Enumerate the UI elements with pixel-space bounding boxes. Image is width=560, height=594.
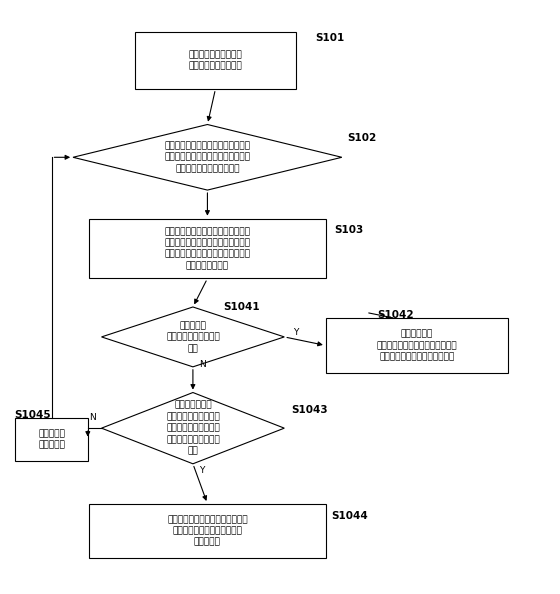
Text: 将所述噪声数据反相处理得到一个反
相噪声信号，再控制该反相噪声信号
与目标语音信号混合叠加，以得到一
个预去噪处理结果: 将所述噪声数据反相处理得到一个反 相噪声信号，再控制该反相噪声信号 与目标语音信… — [165, 227, 250, 270]
Text: S101: S101 — [315, 33, 344, 43]
Text: 判断预去噪
处理结果是否大于预定
阈值: 判断预去噪 处理结果是否大于预定 阈值 — [166, 321, 220, 353]
Text: S1045: S1045 — [14, 410, 50, 420]
Text: 调整所述目
标置信度值: 调整所述目 标置信度值 — [38, 429, 65, 450]
Text: S1041: S1041 — [223, 302, 260, 312]
Text: S102: S102 — [347, 134, 376, 144]
FancyBboxPatch shape — [89, 219, 326, 279]
Text: S1042: S1042 — [377, 310, 413, 320]
Text: 判断所述预去噪
处理结果的置信度值与
所述目标置信度值的差
值是否小于一个置信度
阈值: 判断所述预去噪 处理结果的置信度值与 所述目标置信度值的差 值是否小于一个置信度… — [166, 401, 220, 456]
Text: S103: S103 — [334, 225, 363, 235]
Text: 将所述预处理结果对应的有声帧标
记为所述目标语音信号中已去
噪的有声帧: 将所述预处理结果对应的有声帧标 记为所述目标语音信号中已去 噪的有声帧 — [167, 515, 248, 546]
FancyBboxPatch shape — [89, 504, 326, 558]
FancyBboxPatch shape — [15, 418, 88, 461]
Text: N: N — [90, 413, 96, 422]
Polygon shape — [101, 307, 284, 367]
Text: S1043: S1043 — [291, 405, 328, 415]
FancyBboxPatch shape — [135, 32, 296, 89]
Polygon shape — [73, 125, 342, 190]
Text: 确定目标语音信号，相
应地获取目标置信度值: 确定目标语音信号，相 应地获取目标置信度值 — [189, 50, 242, 71]
Text: S1044: S1044 — [331, 511, 368, 521]
Text: 将所述预去噪
处理结果对应的有声帧标记为所述
目标语音信号中已去噪的有声帧: 将所述预去噪 处理结果对应的有声帧标记为所述 目标语音信号中已去噪的有声帧 — [377, 330, 458, 361]
Polygon shape — [101, 393, 284, 464]
FancyBboxPatch shape — [326, 318, 508, 372]
Text: Y: Y — [199, 466, 205, 475]
Text: 判断噪声数据库中是否存在置信度值
与目标置信度值的差值绝对值小于预
定噪声阈值的预设噪声数据: 判断噪声数据库中是否存在置信度值 与目标置信度值的差值绝对值小于预 定噪声阈值的… — [165, 141, 250, 173]
Text: Y: Y — [293, 328, 299, 337]
Text: N: N — [199, 360, 206, 369]
